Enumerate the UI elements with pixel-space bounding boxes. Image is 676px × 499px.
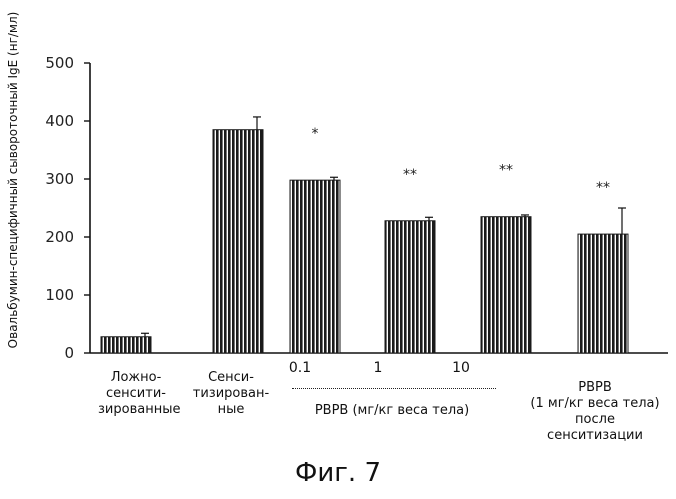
bar-4: [481, 217, 531, 353]
significance-marker-5: **: [596, 180, 610, 196]
sensitized-line-1: Сенси-: [186, 370, 276, 386]
category-label-sensitized: Сенси- тизирован- ные: [186, 370, 276, 418]
bar-2: [290, 180, 340, 353]
bar-5: [578, 234, 628, 353]
figure-caption: Фиг. 7: [0, 458, 676, 488]
y-tick-label-200: 200: [45, 228, 74, 246]
significance-marker-4: **: [499, 163, 513, 179]
category-label-sham: Ложно- сенсити- зированные: [98, 370, 174, 418]
y-tick-label-100: 100: [45, 286, 74, 304]
bar-1: [213, 130, 263, 353]
bars: [101, 130, 628, 353]
bar-3: [385, 221, 435, 353]
y-tick-label-400: 400: [45, 112, 74, 130]
y-axis-label: Овальбумин-специфичный сывороточный IgE …: [6, 12, 20, 349]
significance-markers: *******: [312, 126, 611, 196]
y-tick-labels: 0 100 200 300 400 500: [45, 54, 74, 362]
sensitized-line-2: тизирован-: [186, 386, 276, 402]
dose-label-1: 1: [363, 360, 393, 376]
dose-label-10: 10: [443, 360, 479, 376]
dose-group-bracket: [292, 388, 496, 389]
pbpb-after-line-2: (1 мг/кг веса тела): [520, 396, 670, 412]
category-label-pbpb-dose: PBPB (мг/кг веса тела): [292, 403, 492, 419]
bar-0: [101, 337, 151, 353]
sham-line-1: Ложно-: [98, 370, 174, 386]
significance-marker-3: **: [403, 167, 417, 183]
pbpb-after-line-3: после: [520, 412, 670, 428]
y-tick-label-0: 0: [64, 344, 74, 362]
dose-label-0.1: 0.1: [280, 360, 320, 376]
sensitized-line-3: ные: [186, 402, 276, 418]
y-axis-label-box: Овальбумин-специфичный сывороточный IgE …: [2, 0, 24, 360]
sham-line-3: зированные: [98, 402, 174, 418]
significance-marker-2: *: [312, 126, 319, 142]
pbpb-after-line-1: PBPB: [520, 380, 670, 396]
y-tick-label-300: 300: [45, 170, 74, 188]
sham-line-2: сенсити-: [98, 386, 174, 402]
category-label-pbpb-after: PBPB (1 мг/кг веса тела) после сенситиза…: [520, 380, 670, 444]
pbpb-after-line-4: сенситизации: [520, 428, 670, 444]
y-tick-label-500: 500: [45, 54, 74, 72]
